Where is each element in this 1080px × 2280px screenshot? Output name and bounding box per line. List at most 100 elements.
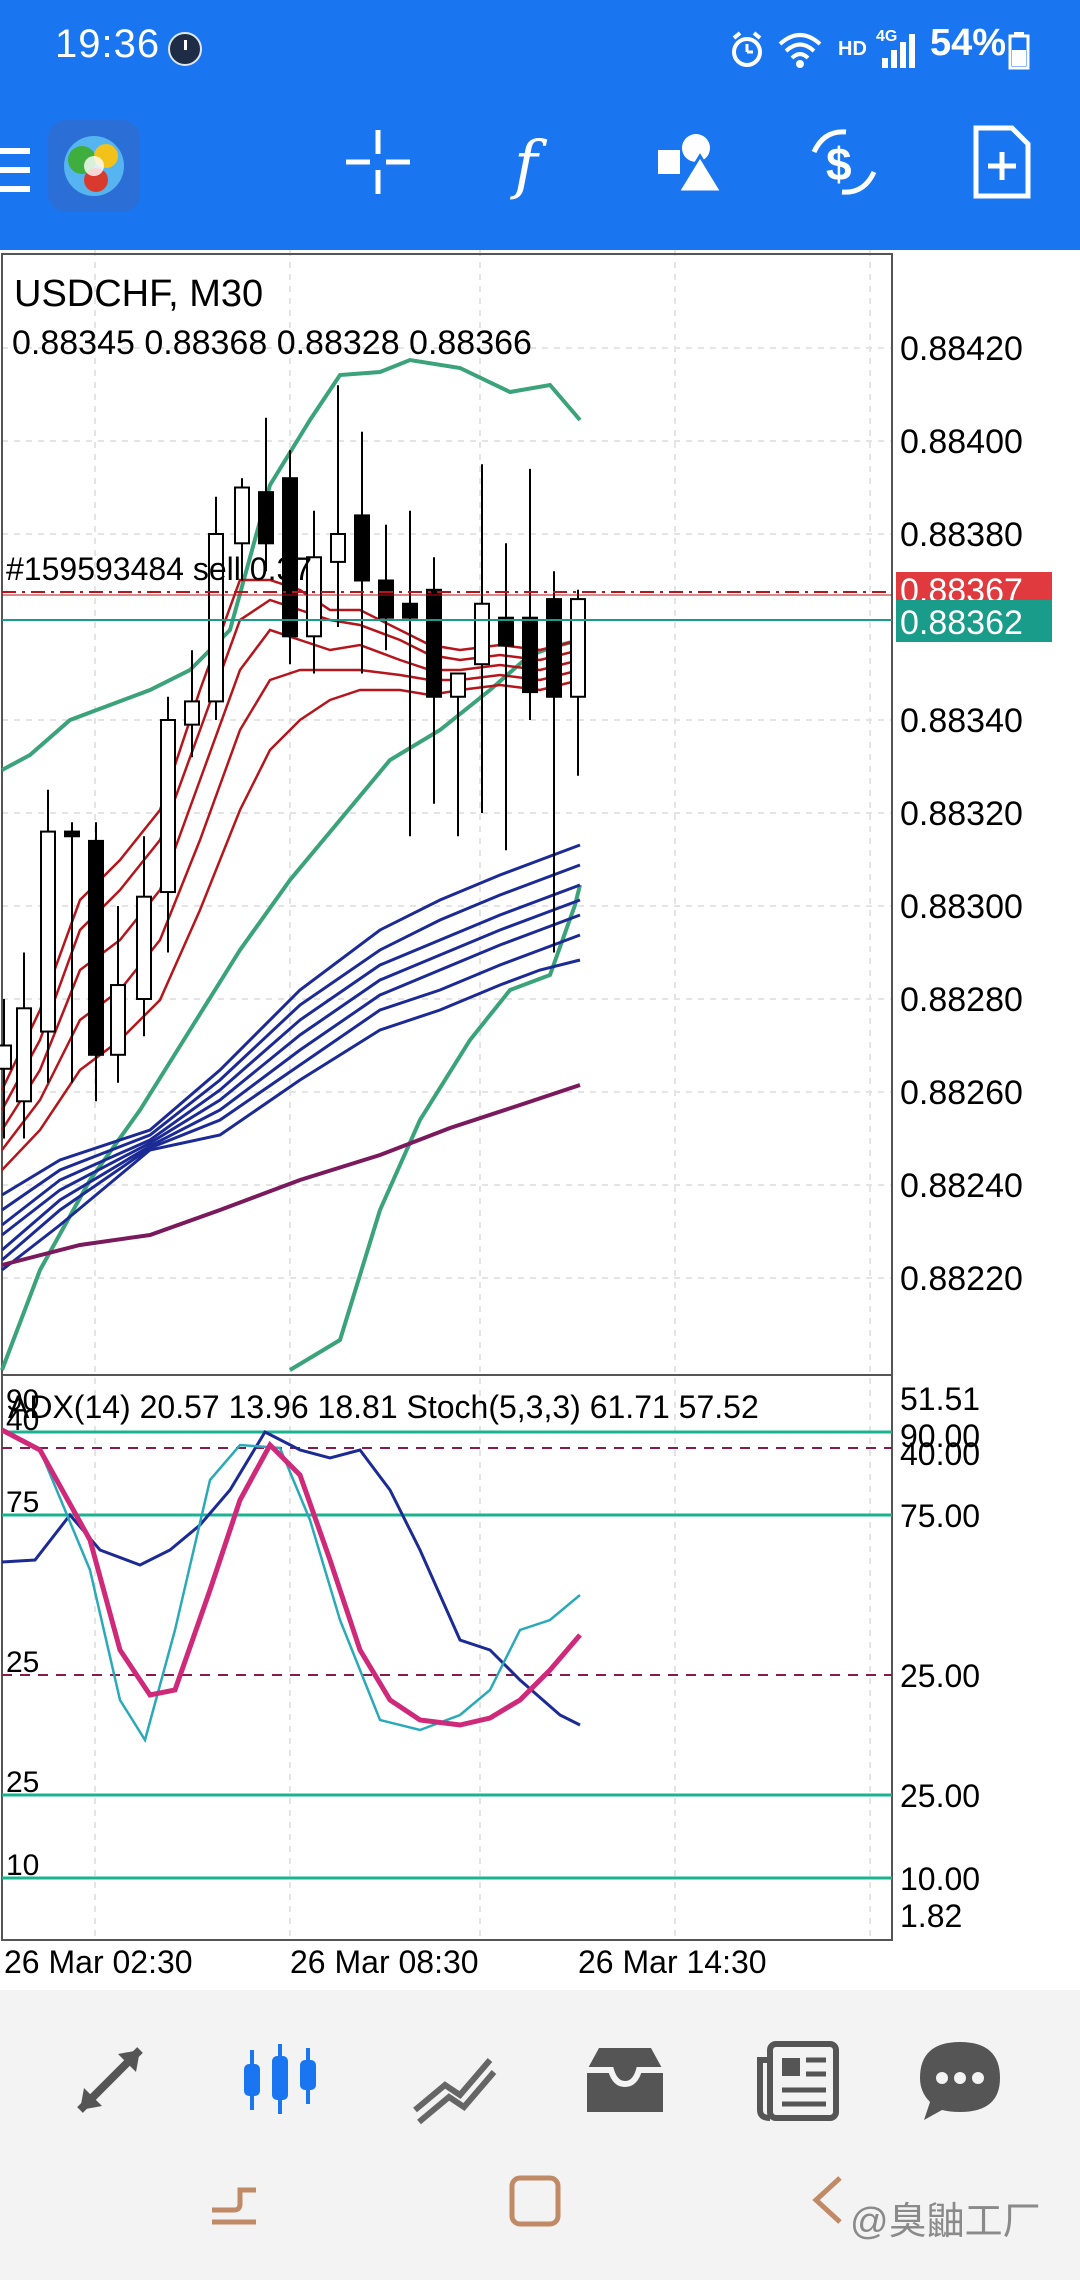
status-time: 19:36 xyxy=(55,22,161,66)
chart-area[interactable]: 0.88420 0.88400 0.88380 0.88340 0.88320 0.883… xyxy=(0,250,1080,1990)
candle-bullish[interactable] xyxy=(40,789,56,1083)
indicator-left-tick: 10 xyxy=(6,1849,39,1882)
candle-bearish[interactable] xyxy=(498,543,514,851)
price-tick: 0.88380 xyxy=(900,516,1023,554)
hd-indicator: HD xyxy=(838,38,867,60)
candle-bearish[interactable] xyxy=(426,557,442,804)
candle-bullish[interactable] xyxy=(110,906,126,1083)
recent-apps-button[interactable] xyxy=(194,2160,274,2240)
indicator-left-tick: 40 xyxy=(6,1404,39,1437)
candle-bearish[interactable] xyxy=(522,468,538,720)
indicator-left-tick: 25 xyxy=(6,1766,39,1799)
watermark: @臭鼬工厂 xyxy=(850,2201,1041,2243)
candle-bearish[interactable] xyxy=(282,450,298,665)
candle-bearish[interactable] xyxy=(546,571,562,953)
price-axis-labels: 0.88420 0.88400 0.88380 0.88340 0.88320 0.883… xyxy=(900,330,1023,1298)
indicator-tick: 25.00 xyxy=(900,1778,980,1814)
ma-blue-ribbon xyxy=(1,843,581,1272)
alarm-icon xyxy=(732,31,762,67)
price-tick: 0.88300 xyxy=(900,888,1023,926)
svg-text:f: f xyxy=(510,128,548,202)
home-button[interactable] xyxy=(496,2160,576,2240)
price-tick: 0.88400 xyxy=(900,423,1023,461)
candle-bearish[interactable] xyxy=(402,510,418,837)
ma-purple xyxy=(1,1083,581,1267)
bid-price-tag xyxy=(896,600,1052,642)
indicator-title: ADX(14) 20.57 13.96 18.81 Stoch(5,3,3) 6… xyxy=(8,1389,759,1425)
price-tick: 0.88280 xyxy=(900,981,1023,1019)
price-tick: 0.88240 xyxy=(900,1167,1023,1205)
candle-bullish[interactable] xyxy=(474,464,490,813)
indicator-left-tick: 90 xyxy=(6,1384,39,1417)
candles[interactable] xyxy=(0,385,586,1139)
chart-icon[interactable] xyxy=(230,2030,330,2130)
candle-bearish[interactable] xyxy=(88,822,104,1102)
price-tick: 0.88420 xyxy=(900,330,1023,368)
indicator-tick: 75.00 xyxy=(900,1498,980,1534)
news-icon[interactable] xyxy=(750,2030,850,2130)
ohlc-values: 0.88345 0.88368 0.88328 0.88366 xyxy=(12,324,532,362)
indicator-tick: 90.00 xyxy=(900,1418,980,1454)
menu-icon[interactable] xyxy=(0,148,30,192)
stoch-signal xyxy=(1,1428,581,1744)
candle-bearish[interactable] xyxy=(258,417,274,572)
bottom-navigation xyxy=(0,1990,1080,2280)
price-tick: 0.88260 xyxy=(900,1074,1023,1112)
battery-percent: 54% xyxy=(930,22,1007,64)
time-tick: 26 Mar 08:30 xyxy=(290,1944,479,1980)
chat-icon[interactable] xyxy=(910,2030,1010,2130)
chart-frame xyxy=(1,253,893,1941)
quotes-icon[interactable] xyxy=(60,2030,160,2130)
trade-icon[interactable] xyxy=(405,2030,505,2130)
battery-icon xyxy=(1008,32,1030,70)
stoch-main xyxy=(0,1427,582,1728)
candle-bullish[interactable] xyxy=(330,385,346,627)
crosshair-icon[interactable] xyxy=(338,122,418,202)
candle-bullish[interactable] xyxy=(234,478,250,581)
candle-bullish[interactable] xyxy=(208,496,224,720)
symbol-label: USDCHF, M30 xyxy=(14,273,263,315)
order-label: #159593484 sell 0.37 xyxy=(6,551,312,587)
svg-text:$: $ xyxy=(826,138,852,190)
indicator-tick: 25.00 xyxy=(900,1658,980,1694)
network-type: 4G xyxy=(876,28,898,45)
clock-badge-icon xyxy=(168,32,202,66)
candle-bearish[interactable] xyxy=(354,431,370,674)
bid-price: 0.88362 xyxy=(900,604,1023,642)
candle-bullish[interactable] xyxy=(0,999,12,1139)
candle-bearish[interactable] xyxy=(64,822,80,1083)
candle-bullish[interactable] xyxy=(570,589,586,776)
back-button[interactable] xyxy=(800,2160,880,2240)
wifi-icon xyxy=(778,33,822,68)
time-tick: 26 Mar 02:30 xyxy=(4,1944,193,1980)
ma-red-ribbon xyxy=(0,578,581,1171)
candle-bullish[interactable] xyxy=(184,650,200,758)
objects-icon[interactable] xyxy=(650,122,730,202)
trade-dollar-icon[interactable]: $ xyxy=(804,122,884,202)
price-tick: 0.88320 xyxy=(900,795,1023,833)
history-icon[interactable] xyxy=(575,2030,675,2130)
candle-bullish[interactable] xyxy=(160,696,176,953)
app-logo[interactable] xyxy=(48,120,140,212)
time-axis-labels: 26 Mar 02:30 26 Mar 08:30 26 Mar 14:30 xyxy=(4,1944,767,1980)
price-tick: 0.88340 xyxy=(900,702,1023,740)
time-tick: 26 Mar 14:30 xyxy=(578,1944,767,1980)
indicator-tick: 10.00 xyxy=(900,1861,980,1897)
top-app-bar: 19:36 HD 4G 54% xyxy=(0,0,1080,250)
candle-bullish[interactable] xyxy=(136,836,152,1037)
indicator-levels xyxy=(2,1430,892,1880)
indicator-left-tick: 75 xyxy=(6,1486,39,1519)
function-icon[interactable]: f xyxy=(494,122,574,202)
indicator-left-tick: 25 xyxy=(6,1646,39,1679)
adx-line xyxy=(1,1430,581,1727)
indicator-tick: 1.82 xyxy=(900,1898,962,1934)
new-order-icon[interactable] xyxy=(962,122,1042,202)
price-chart[interactable]: 0.88420 0.88400 0.88380 0.88340 0.88320 0.883… xyxy=(0,250,1080,1990)
candle-bullish[interactable] xyxy=(16,952,32,1139)
price-tick: 0.88220 xyxy=(900,1260,1023,1298)
candle-bullish[interactable] xyxy=(450,672,466,837)
indicator-tick: 40.00 xyxy=(900,1436,980,1472)
candle-bearish[interactable] xyxy=(378,524,394,651)
